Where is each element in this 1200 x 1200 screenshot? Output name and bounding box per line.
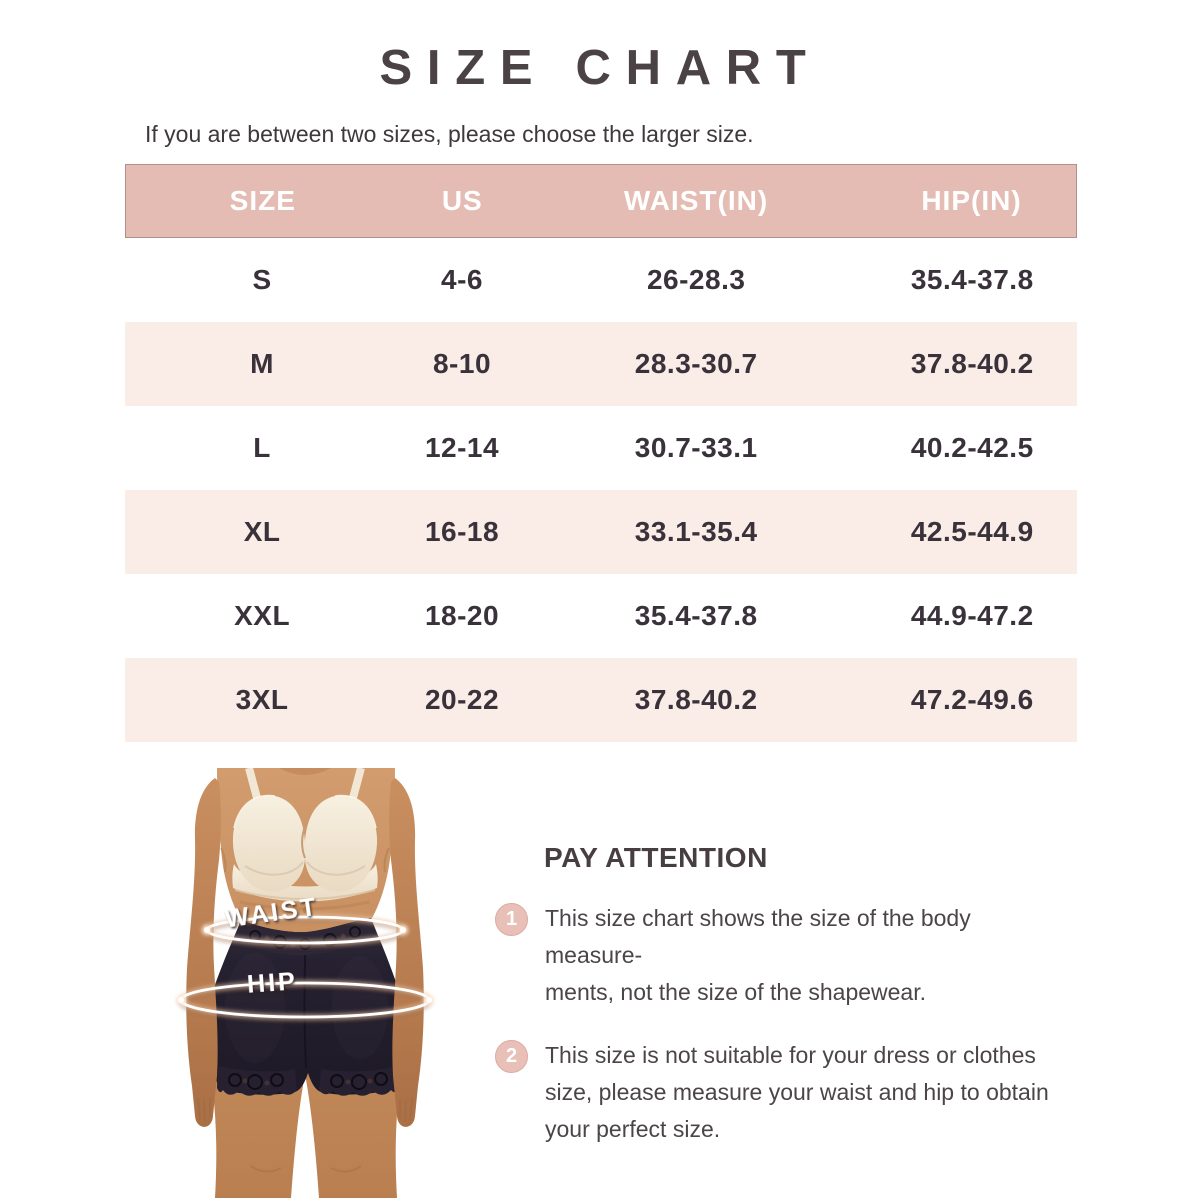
note-line: This size chart shows the size of the bo… — [545, 905, 971, 968]
attention-item-1: 1 This size chart shows the size of the … — [495, 900, 1070, 1011]
size-table: SIZE US WAIST(IN) HIP(IN) S 4-6 26-28.3 … — [125, 164, 1077, 742]
attention-item-2: 2 This size is not suitable for your dre… — [495, 1037, 1070, 1148]
cell-size: M — [250, 348, 274, 379]
bra-graphic — [232, 768, 378, 902]
column-header-hip: HIP(IN) — [921, 185, 1022, 216]
cell-hip: 40.2-42.5 — [910, 432, 1034, 463]
hip-measure-line: HIP — [176, 967, 434, 1022]
cell-us: 20-22 — [424, 684, 500, 715]
cell-waist: 30.7-33.1 — [634, 432, 758, 463]
cell-size: S — [252, 264, 272, 295]
attention-heading: PAY ATTENTION — [544, 842, 768, 873]
cell-hip: 47.2-49.6 — [910, 684, 1034, 715]
column-header-us: US — [441, 185, 483, 216]
attention-item-text: This size is not suitable for your dress… — [545, 1037, 1049, 1148]
model-figure: WAIST HIP — [155, 768, 485, 1198]
note-line: your perfect size. — [545, 1116, 721, 1142]
table-row: M 8-10 28.3-30.7 37.8-40.2 — [125, 322, 1077, 406]
table-row: 3XL 20-22 37.8-40.2 47.2-49.6 — [125, 658, 1077, 742]
lace-hem-graphic — [217, 1066, 399, 1096]
cell-size: XL — [243, 516, 281, 547]
hip-label: HIP — [246, 967, 299, 998]
table-row: S 4-6 26-28.3 35.4-37.8 — [125, 238, 1077, 322]
cell-hip: 35.4-37.8 — [910, 264, 1034, 295]
cell-hip: 44.9-47.2 — [910, 600, 1034, 631]
cell-waist: 37.8-40.2 — [634, 684, 758, 715]
page-subtitle: If you are between two sizes, please cho… — [145, 121, 754, 147]
cell-us: 8-10 — [432, 348, 492, 379]
note-line: size, please measure your waist and hip … — [545, 1079, 1049, 1105]
cell-size: XXL — [234, 600, 291, 631]
attention-item-text: This size chart shows the size of the bo… — [545, 900, 1070, 1011]
note-line: ments, not the size of the shapewear. — [545, 979, 927, 1005]
cell-waist: 28.3-30.7 — [634, 348, 758, 379]
table-row: XXL 18-20 35.4-37.8 44.9-47.2 — [125, 574, 1077, 658]
cell-size: 3XL — [235, 684, 289, 715]
cell-waist: 33.1-35.4 — [634, 516, 758, 547]
page-title: SIZE CHART — [379, 41, 821, 95]
number-badge-1: 1 — [495, 903, 528, 936]
column-header-waist: WAIST(IN) — [623, 185, 769, 216]
cell-hip: 42.5-44.9 — [910, 516, 1034, 547]
note-line: This size is not suitable for your dress… — [545, 1042, 1036, 1068]
cell-size: L — [253, 432, 271, 463]
cell-waist: 26-28.3 — [646, 264, 746, 295]
table-row: L 12-14 30.7-33.1 40.2-42.5 — [125, 406, 1077, 490]
cell-hip: 37.8-40.2 — [910, 348, 1034, 379]
attention-section: PAY ATTENTION 1 This size chart shows th… — [490, 842, 1070, 1148]
number-badge-2: 2 — [495, 1040, 528, 1073]
table-header-row: SIZE US WAIST(IN) HIP(IN) — [125, 164, 1077, 238]
cell-waist: 35.4-37.8 — [634, 600, 758, 631]
cell-us: 4-6 — [441, 264, 483, 295]
cell-us: 18-20 — [424, 600, 500, 631]
table-row: XL 16-18 33.1-35.4 42.5-44.9 — [125, 490, 1077, 574]
arms-graphic — [186, 778, 424, 1127]
cell-us: 16-18 — [424, 516, 500, 547]
column-header-size: SIZE — [229, 185, 296, 216]
cell-us: 12-14 — [424, 432, 500, 463]
